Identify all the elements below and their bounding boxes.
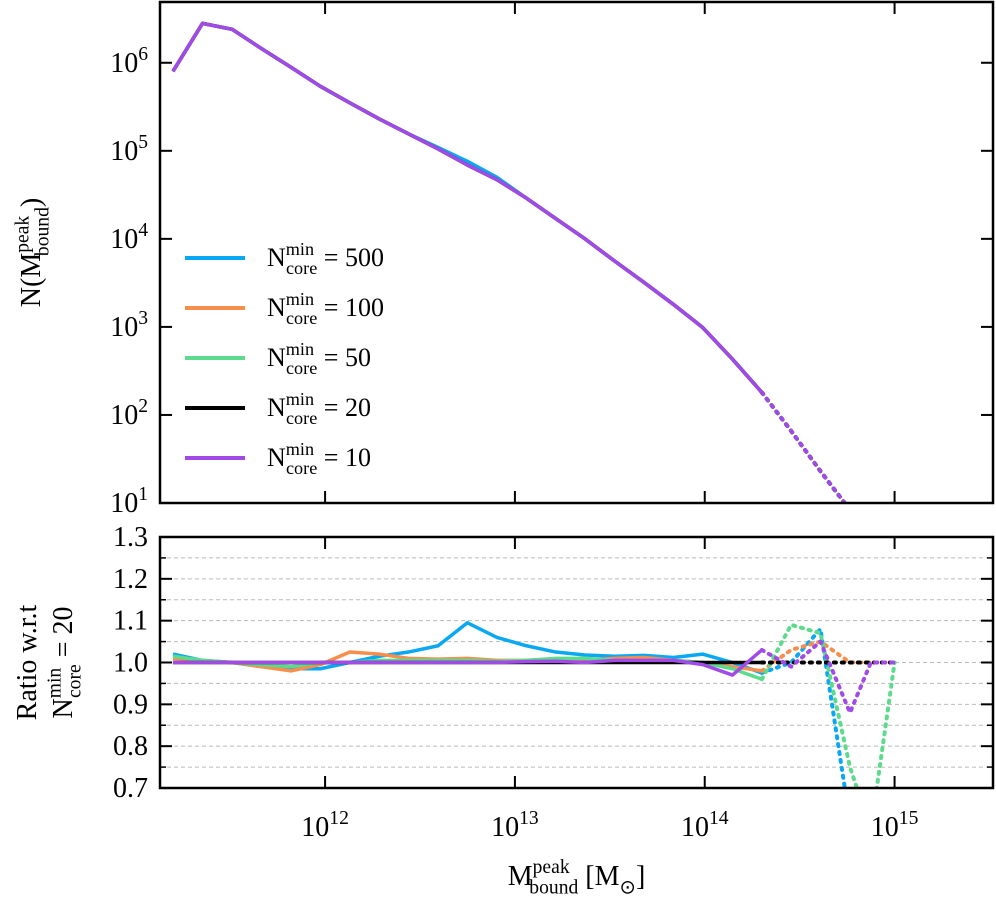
y-tick-label: 102 <box>110 396 148 431</box>
y-axis-label: Ratio w.r.t <box>12 604 43 720</box>
legend: Nmin core = 500 Nmin core = 100 Nmin core = 5… <box>185 239 384 478</box>
series-line-dotted <box>759 639 897 715</box>
series-line <box>171 21 764 394</box>
legend-label: Nmin core = 50 <box>267 339 371 378</box>
series-group <box>172 621 897 788</box>
series-line <box>171 21 764 394</box>
y-tick-label: 1.3 <box>113 522 148 553</box>
axes-frame <box>158 0 995 505</box>
y-tick-label: 106 <box>110 44 148 79</box>
series-line <box>171 21 764 394</box>
plot-area: 0.7 0.8 0.9 1.0 1.1 1.2 1.3 1012 1013 1014 1015 Rat… <box>12 522 995 898</box>
series-group <box>171 21 848 503</box>
y-tick-label: 1.1 <box>113 606 148 637</box>
legend-label: Nmin core = 100 <box>267 289 384 328</box>
x-tick-label: 1012 <box>301 808 349 843</box>
y-tick-label: 105 <box>110 132 148 167</box>
y-axis-label: Nmincore = 20 <box>44 607 85 719</box>
series-line-dotted <box>759 622 897 788</box>
series-line <box>172 648 764 677</box>
series-line <box>171 21 764 394</box>
y-tick-label: 101 <box>110 484 148 519</box>
y-tick-label: 104 <box>110 220 148 255</box>
y-tick-label: 0.8 <box>113 731 148 762</box>
series-line-dotted <box>759 390 848 503</box>
legend-label: Nmin core = 20 <box>267 389 371 428</box>
y-tick-label: 0.9 <box>113 689 148 720</box>
series-line-dotted <box>759 390 848 503</box>
legend-label: Nmin core = 10 <box>267 439 371 478</box>
series-line-dotted <box>759 390 848 503</box>
x-axis-label: Mpeak bound [M⊙] <box>508 857 646 898</box>
y-tick-label: 103 <box>110 308 148 343</box>
y-axis-label: N(Mpeakbound) <box>12 198 53 307</box>
y-tick-label: 0.7 <box>113 773 148 804</box>
x-tick-label: 1015 <box>871 808 919 843</box>
y-tick-label: 1.0 <box>113 648 148 679</box>
axes-frame <box>158 535 995 790</box>
series-line-dotted <box>759 390 848 503</box>
x-tick-label: 1013 <box>491 808 539 843</box>
plot-area: 101 102 103 104 105 106 N(Mpeakbound) Nmin core … <box>12 0 995 519</box>
x-tick-label: 1014 <box>681 808 729 843</box>
series-line-dotted <box>759 390 848 503</box>
y-tick-label: 1.2 <box>113 564 148 595</box>
legend-label: Nmin core = 500 <box>267 239 384 278</box>
series-line <box>171 21 764 394</box>
